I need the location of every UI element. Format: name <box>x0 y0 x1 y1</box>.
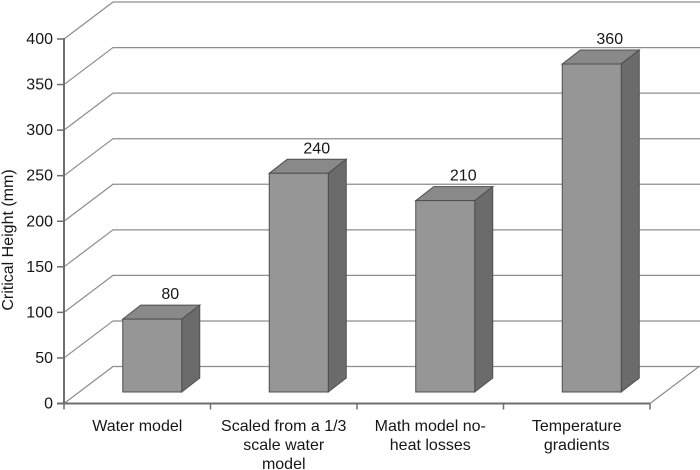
bar-water-model <box>121 304 202 394</box>
x-category-label: Water model <box>92 418 182 435</box>
y-tick-label: 150 <box>26 259 53 276</box>
x-category-label: Temperature gradients <box>532 418 622 454</box>
bar-math-model-no-heat-losses <box>414 185 495 394</box>
x-category-label: Scaled from a 1/3 scale water model <box>221 418 347 470</box>
bar-value-label: 210 <box>450 168 477 185</box>
y-tick-label: 250 <box>26 168 53 185</box>
floor-right-edge <box>649 366 700 404</box>
x-category-label-line: heat losses <box>390 437 471 454</box>
x-category-label: Math model no-heat losses <box>375 418 486 454</box>
y-tick-label: 100 <box>26 304 53 321</box>
gridline <box>63 229 700 268</box>
y-tick-label: 200 <box>26 213 53 230</box>
y-tick-label: 0 <box>44 396 53 413</box>
bar-value-label: 80 <box>161 286 179 303</box>
gridline <box>63 320 700 359</box>
bar-side-face <box>181 304 201 394</box>
gridline <box>63 92 700 131</box>
gridline <box>63 274 700 313</box>
bar-value-label: 360 <box>596 31 623 48</box>
x-category-label-line: scale water <box>243 437 325 454</box>
bar-temperature-gradients <box>560 48 641 394</box>
gridline <box>63 138 700 177</box>
gridline <box>63 1 700 40</box>
y-tick-label: 50 <box>35 350 53 367</box>
x-category-label-line: Scaled from a 1/3 <box>221 418 347 435</box>
x-category-label-line: Math model no- <box>375 418 486 435</box>
gridline <box>63 46 700 86</box>
bar-front-face <box>415 200 476 393</box>
x-category-label-line: Temperature <box>532 418 622 435</box>
bar-scaled-from-a-1-3-scale-water-model <box>267 158 348 394</box>
bar-value-label: 240 <box>303 140 330 157</box>
bar-front-face <box>268 172 329 393</box>
bar-side-face <box>620 48 640 394</box>
bar-side-face <box>327 158 347 394</box>
x-category-label-line: Water model <box>92 418 182 435</box>
gridline <box>63 365 700 404</box>
gridline <box>63 183 700 222</box>
y-axis-title: Critical Height (mm) <box>0 169 17 310</box>
x-category-label-line: gradients <box>544 437 610 454</box>
y-tick-label: 400 <box>26 31 53 48</box>
bar-front-face <box>561 63 622 393</box>
x-category-label-line: model <box>262 456 306 470</box>
y-tick-label: 300 <box>26 122 53 139</box>
bar-side-face <box>474 185 494 394</box>
y-tick-label: 350 <box>26 77 53 94</box>
bar-front-face <box>122 318 183 393</box>
